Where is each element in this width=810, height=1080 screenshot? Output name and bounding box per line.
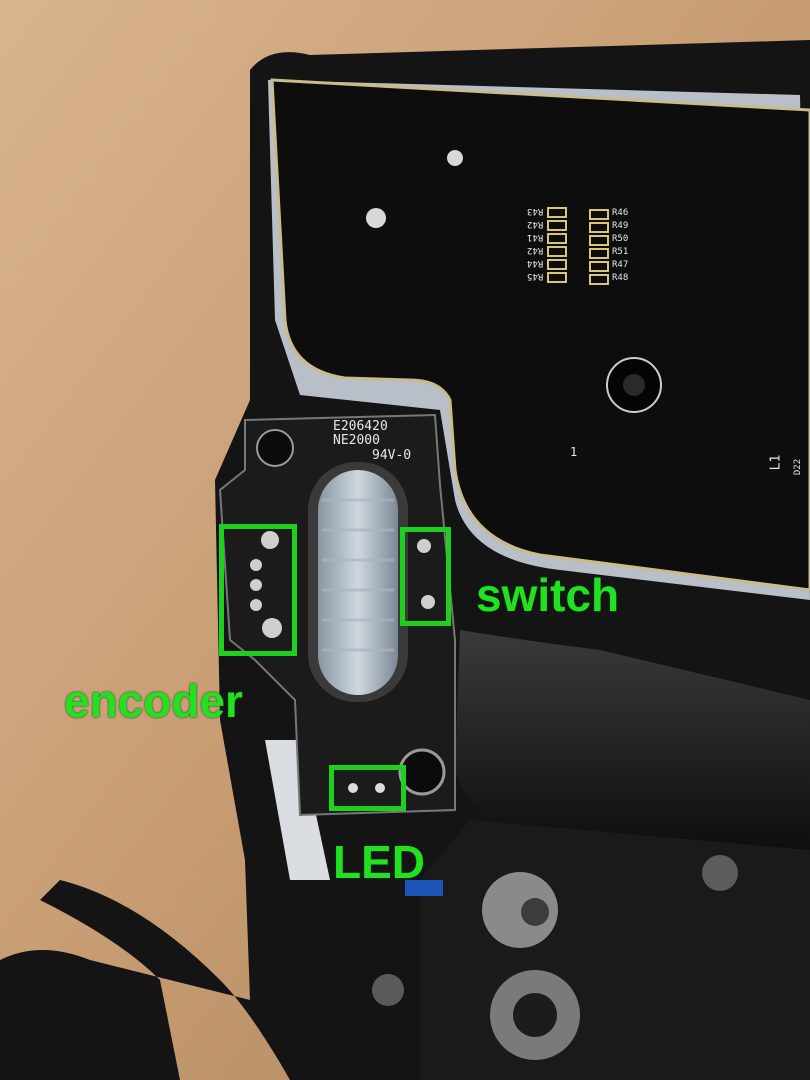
bottom-case	[420, 820, 810, 1080]
left-button-shell	[455, 630, 810, 860]
pcb-marking-l1: L1	[768, 454, 784, 471]
resistor-label: R47	[612, 260, 629, 270]
standoff-hole	[513, 993, 557, 1037]
resistor-label: R48	[612, 273, 629, 283]
metal-standoff	[482, 872, 558, 948]
bracket-marking-1: E206420	[333, 419, 388, 434]
pcb-marking-d22: D22	[793, 458, 804, 476]
scroll-wheel-ribs	[322, 498, 394, 652]
resistor-label: R51	[612, 247, 629, 257]
resistor-label: R42	[527, 245, 544, 255]
encoder-label: encoder	[64, 675, 243, 727]
pcb-hole	[366, 208, 386, 228]
resistor-pads-left	[547, 207, 567, 283]
ribbon-cable-tab	[405, 880, 443, 896]
switch-highlight-box	[400, 527, 451, 626]
resistor-label: R46	[612, 208, 629, 218]
bracket-marking-2: NE2000	[333, 433, 380, 448]
led-highlight-box	[329, 765, 406, 811]
case-dot	[702, 855, 738, 891]
led-pins	[348, 783, 385, 793]
pcb-marking-1: 1	[570, 445, 578, 459]
pcb-screw	[623, 374, 645, 396]
encoder-pins	[250, 531, 282, 638]
encoder-highlight-box	[219, 524, 297, 656]
main-pcb	[270, 78, 810, 592]
switch-label: switch	[476, 569, 620, 621]
resistor-pads-right	[589, 209, 609, 285]
metal-standoff-core	[521, 898, 549, 926]
resistor-label: R45	[527, 271, 544, 281]
bracket-screw	[256, 429, 294, 467]
scroll-wheel	[318, 470, 398, 695]
switch-pins	[417, 539, 435, 609]
bracket-marking-3: 94V-0	[372, 448, 412, 463]
case-hole	[372, 974, 404, 1006]
pcb-hole	[447, 150, 463, 166]
resistor-label: R44	[527, 258, 544, 268]
resistor-label: R42	[527, 219, 544, 229]
led-label: LED	[333, 836, 425, 888]
resistor-label: R50	[612, 234, 629, 244]
resistor-label: R43	[527, 206, 544, 216]
resistor-label: R49	[612, 221, 629, 231]
ribbon-cable	[265, 740, 330, 880]
resistor-label: R41	[527, 232, 544, 242]
bracket-screw	[398, 748, 446, 796]
